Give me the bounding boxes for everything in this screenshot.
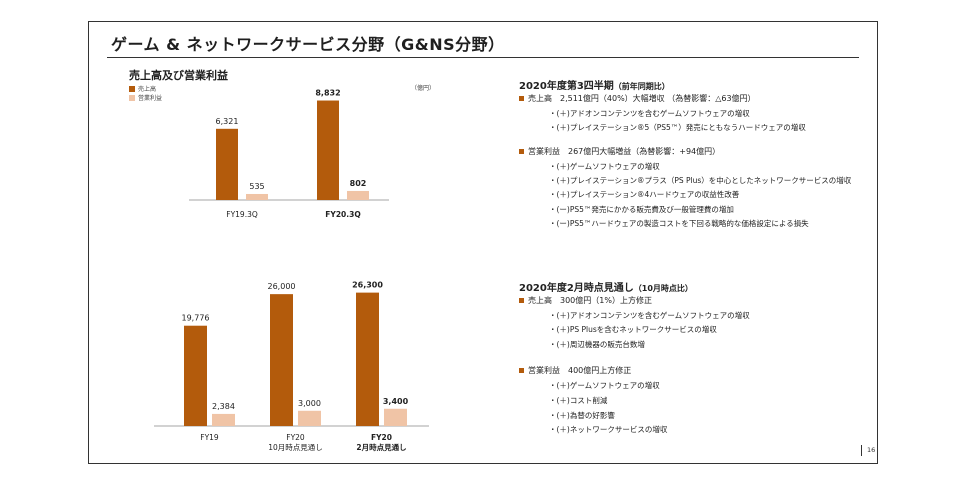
q3-profit-item: ・(＋)プレイステーション®プラス（PS Plus）を中心としたネットワークサー…	[549, 176, 852, 185]
q3-profit-item: ・(ー)PS5™発売にかかる販売費及び一般管理費の増加	[549, 205, 734, 214]
fy-profit-item: ・(＋)為替の好影響	[549, 411, 615, 420]
bullet-icon	[519, 96, 524, 101]
bar-sales	[270, 294, 293, 426]
data-label: 26,300	[352, 281, 383, 290]
fy-profit-text: 営業利益 400億円上方修正	[528, 366, 632, 375]
category-label: 2月時点見通し	[356, 442, 406, 452]
bar-profit	[347, 190, 369, 200]
fy-sales-bullet: 売上高 300億円（1%）上方修正	[519, 295, 652, 306]
bullet-icon	[519, 368, 524, 373]
bar-sales	[317, 100, 339, 200]
fy-sales-item: ・(＋)PS Plusを含むネットワークサービスの増収	[549, 325, 717, 334]
fy-profit-item: ・(＋)ネットワークサービスの増収	[549, 425, 668, 434]
q3-sales-text: 売上高 2,511億円（40%）大幅増収 （為替影響：△63億円）	[528, 94, 756, 103]
q3-profit-bullet: 営業利益 267億円大幅増益（為替影響：+94億円）	[519, 146, 720, 157]
q3-sales-item: ・(＋)プレイステーション®5（PS5™）発売にともなうハードウェアの増収	[549, 123, 806, 132]
fy-sales-item: ・(＋)アドオンコンテンツを含むゲームソフトウェアの増収	[549, 311, 750, 320]
q3-profit-item: ・(ー)PS5™ハードウェアの製造コストを下回る戦略的な価格設定による損失	[549, 219, 809, 228]
data-label: 8,832	[315, 89, 340, 98]
q3-heading-sub: （前年同期比）	[613, 82, 670, 91]
fy-sales-item: ・(＋)周辺機器の販売台数増	[549, 340, 645, 349]
category-label: FY19.3Q	[226, 210, 258, 219]
fy-profit-item: ・(＋)コスト削減	[549, 396, 608, 405]
data-label: 535	[249, 182, 264, 191]
legend-swatch-sales	[129, 85, 135, 92]
bar-profit	[298, 410, 321, 426]
legend-item-sales: 売上高	[129, 84, 162, 93]
data-label: 3,400	[383, 397, 409, 406]
fy-profit-item: ・(＋)ゲームソフトウェアの増収	[549, 381, 660, 390]
data-label: 802	[350, 179, 367, 188]
data-label: 26,000	[268, 282, 296, 291]
bar-sales	[184, 325, 207, 426]
legend-item-profit: 営業利益	[129, 93, 162, 102]
category-label: 10月時点見通し	[268, 442, 323, 452]
fy-sales-text: 売上高 300億円（1%）上方修正	[528, 296, 652, 305]
q3-sales-item: ・(＋)アドオンコンテンツを含むゲームソフトウェアの増収	[549, 109, 750, 118]
legend-swatch-profit	[129, 94, 135, 101]
data-label: 19,776	[182, 314, 210, 323]
category-label: FY20	[371, 433, 392, 442]
q3-profit-item: ・(＋)ゲームソフトウェアの増収	[549, 162, 660, 171]
q3-profit-text: 営業利益 267億円大幅増益（為替影響：+94億円）	[528, 147, 721, 156]
fy-heading-sub: （10月時点比）	[633, 284, 693, 293]
q3-heading: 2020年度第3四半期（前年同期比）	[519, 77, 670, 92]
data-label: 3,000	[298, 399, 321, 408]
category-label: FY19	[200, 433, 219, 442]
quarterly-bar-chart: 6,321 535 FY19.3Q 8,832 802 FY20.3Q	[189, 89, 389, 219]
fy-heading: 2020年度2月時点見通し（10月時点比）	[519, 279, 693, 294]
bar-profit	[384, 408, 407, 426]
bar-sales	[356, 292, 379, 426]
slide: ゲーム & ネットワークサービス分野（G&NS分野） 売上高及び営業利益 売上高…	[88, 21, 878, 464]
bar-profit	[246, 193, 268, 200]
title-divider	[107, 57, 859, 58]
bullet-icon	[519, 149, 524, 154]
fy-heading-main: 2020年度2月時点見通し	[519, 283, 634, 294]
forecast-bar-chart: 19,7762,384FY1926,0003,000FY2010月時点見通し26…	[154, 281, 429, 452]
chart-legend: 売上高 営業利益	[129, 84, 162, 102]
q3-sales-bullet: 売上高 2,511億円（40%）大幅増収 （為替影響：△63億円）	[519, 93, 756, 104]
bullet-icon	[519, 298, 524, 303]
bar-sales	[216, 128, 238, 200]
q3-profit-item: ・(＋)プレイステーション®4ハードウェアの収益性改善	[549, 190, 740, 199]
legend-label-profit: 営業利益	[138, 95, 163, 102]
data-label: 6,321	[216, 117, 239, 126]
legend-label-sales: 売上高	[138, 86, 157, 93]
q3-heading-main: 2020年度第3四半期	[519, 81, 614, 92]
slide-title: ゲーム & ネットワークサービス分野（G&NS分野）	[111, 35, 505, 54]
data-label: 2,384	[212, 402, 235, 411]
unit-label: （億円）	[411, 85, 436, 92]
category-label: FY20	[286, 433, 305, 442]
bar-profit	[212, 413, 235, 426]
category-label: FY20.3Q	[325, 210, 360, 219]
fy-profit-bullet: 営業利益 400億円上方修正	[519, 365, 631, 376]
chart-section-title: 売上高及び営業利益	[129, 69, 228, 82]
page-number: 16	[861, 445, 875, 456]
